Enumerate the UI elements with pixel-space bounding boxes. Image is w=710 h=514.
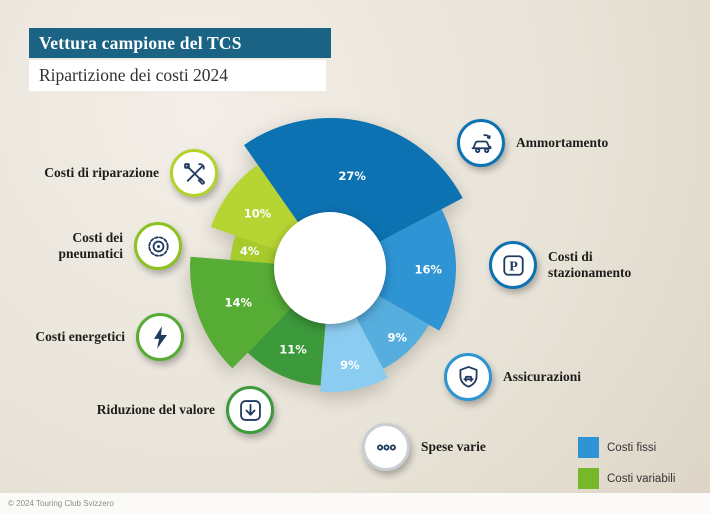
callout-spese-varie: Spese varie xyxy=(362,423,486,471)
ellipsis-icon xyxy=(362,423,410,471)
callout-costi-di-stazionamento: P Costi di stazionamento xyxy=(489,241,666,289)
pie-slice-percent-label: 9% xyxy=(388,331,408,345)
callout-costi-di-riparazione: Costi di riparazione xyxy=(20,149,218,197)
legend-item-costi-fissi: Costi fissi xyxy=(578,437,675,458)
copyright-text: © 2024 Touring Club Svizzero xyxy=(8,499,114,508)
pie-slice-2 xyxy=(330,209,457,331)
legend-swatch-fissi xyxy=(578,437,599,458)
arrow-down-icon xyxy=(226,386,274,434)
cost-pie-chart: 27% 16% 9% 9% 11% 14% 4% 10% xyxy=(190,117,463,392)
callout-assicurazioni: Assicurazioni xyxy=(444,353,581,401)
insurance-shield-icon xyxy=(444,353,492,401)
legend-swatch-variabili xyxy=(578,468,599,489)
callout-label: Riduzione del valore xyxy=(96,402,215,418)
pie-slice-percent-label: 11% xyxy=(279,343,307,357)
car-depreciation-icon xyxy=(457,119,505,167)
callout-label: Spese varie xyxy=(421,439,486,455)
callout-label: Ammortamento xyxy=(516,135,609,151)
legend-label: Costi variabili xyxy=(607,472,676,485)
parking-icon: P xyxy=(489,241,537,289)
lightning-icon xyxy=(136,313,184,361)
callout-ammortamento: Ammortamento xyxy=(457,119,608,167)
pie-slice-1 xyxy=(244,117,463,268)
callout-label: Costi dei pneumatici xyxy=(58,230,123,261)
pie-slice-percent-label: 9% xyxy=(340,358,360,372)
page-subtitle: Ripartizione dei costi 2024 xyxy=(39,65,229,85)
tire-icon xyxy=(134,222,182,270)
pie-slice-percent-label: 4% xyxy=(240,244,260,258)
callout-label: Costi energetici xyxy=(35,329,125,345)
title-banner: Vettura campione del TCS xyxy=(29,28,331,58)
callout-costi-energetici: Costi energetici xyxy=(20,313,184,361)
pie-slice-percent-label: 27% xyxy=(338,169,366,183)
callout-costi-dei-pneumatici: Costi dei pneumatici xyxy=(20,222,182,270)
pie-slice-percent-label: 14% xyxy=(225,296,253,310)
tools-icon xyxy=(170,149,218,197)
pie-slice-percent-label: 10% xyxy=(244,206,272,220)
footer-bar: © 2024 Touring Club Svizzero xyxy=(0,493,710,514)
pie-slice-percent-label: 16% xyxy=(415,263,443,277)
callout-label: Costi di stazionamento xyxy=(548,249,632,280)
callout-label: Costi di riparazione xyxy=(44,165,159,181)
callout-label: Assicurazioni xyxy=(503,369,582,385)
subtitle-banner: Ripartizione dei costi 2024 xyxy=(29,60,326,91)
parking-letter: P xyxy=(509,258,518,274)
legend-label: Costi fissi xyxy=(607,441,657,454)
callout-riduzione-del-valore: Riduzione del valore xyxy=(40,386,274,434)
chart-legend: Costi fissi Costi variabili xyxy=(578,437,675,499)
donut-hole xyxy=(274,212,386,324)
page-title: Vettura campione del TCS xyxy=(39,32,242,53)
legend-item-costi-variabili: Costi variabili xyxy=(578,468,675,489)
